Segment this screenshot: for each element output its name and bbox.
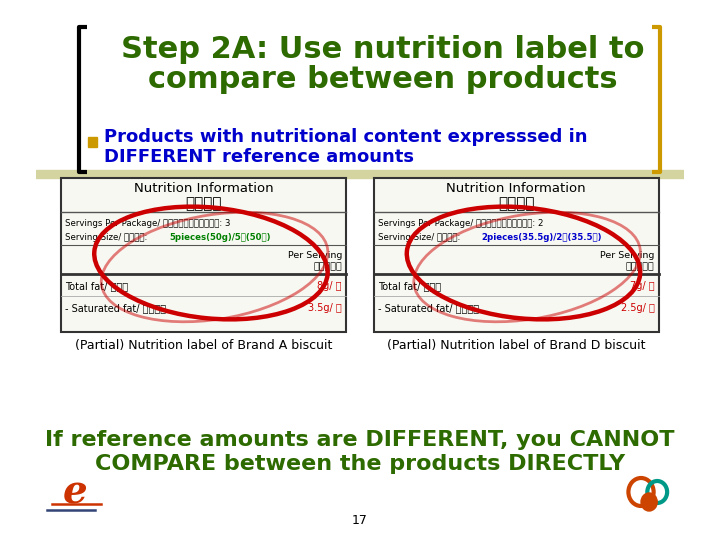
Text: 2pieces(35.5g)/2塊(35.5克): 2pieces(35.5g)/2塊(35.5克)	[482, 233, 602, 241]
Text: e: e	[63, 473, 88, 511]
Text: Step 2A: Use nutrition label to: Step 2A: Use nutrition label to	[121, 36, 644, 64]
Text: Serving Size/ 食用分量:: Serving Size/ 食用分量:	[378, 233, 463, 241]
Text: 8g/ 克: 8g/ 克	[318, 281, 342, 291]
Text: 每食用分量: 每食用分量	[626, 262, 654, 272]
Text: (Partial) Nutrition label of Brand D biscuit: (Partial) Nutrition label of Brand D bis…	[387, 339, 646, 352]
Text: 5pieces(50g)/5塊(50克): 5pieces(50g)/5塊(50克)	[169, 233, 271, 241]
Text: If reference amounts are DIFFERENT, you CANNOT: If reference amounts are DIFFERENT, you …	[45, 430, 675, 450]
Text: 2.5g/ 克: 2.5g/ 克	[621, 303, 654, 313]
Text: 營養資料: 營養資料	[186, 197, 222, 212]
Text: Per Serving: Per Serving	[287, 252, 342, 260]
Text: DIFFERENT reference amounts: DIFFERENT reference amounts	[104, 148, 414, 166]
Text: 3.5g/ 克: 3.5g/ 克	[308, 303, 342, 313]
Text: Per Serving: Per Serving	[600, 252, 654, 260]
Text: Nutrition Information: Nutrition Information	[446, 183, 586, 195]
Text: 7g/ 克: 7g/ 克	[630, 281, 654, 291]
Bar	[61, 178, 346, 332]
Text: Servings Per Package/ 每包裝所含食用分量數目: 3: Servings Per Package/ 每包裝所含食用分量數目: 3	[66, 219, 231, 228]
Bar	[88, 137, 97, 147]
Text: - Saturated fat/ 饒和脂肪: - Saturated fat/ 饒和脂肪	[66, 303, 166, 313]
Text: Total fat/ 總脂肪: Total fat/ 總脂肪	[66, 281, 129, 291]
Bar	[36, 170, 684, 178]
Text: (Partial) Nutrition label of Brand A biscuit: (Partial) Nutrition label of Brand A bis…	[75, 339, 333, 352]
Text: Serving Size/ 食用分量:: Serving Size/ 食用分量:	[66, 233, 150, 241]
Text: COMPARE between the products DIRECTLY: COMPARE between the products DIRECTLY	[95, 454, 625, 474]
Ellipse shape	[641, 493, 657, 511]
Text: Nutrition Information: Nutrition Information	[134, 183, 274, 195]
Text: Total fat/ 總脂肪: Total fat/ 總脂肪	[378, 281, 441, 291]
Text: 每食用分量: 每食用分量	[313, 262, 342, 272]
Text: - Saturated fat/ 饒和脂肪: - Saturated fat/ 饒和脂肪	[378, 303, 479, 313]
Text: Servings Per Package/ 每包裝所含食用分量數目: 2: Servings Per Package/ 每包裝所含食用分量數目: 2	[378, 219, 544, 228]
Bar	[374, 178, 659, 332]
Text: compare between products: compare between products	[148, 65, 617, 94]
Text: 17: 17	[352, 514, 368, 526]
Text: Products with nutritional content expresssed in: Products with nutritional content expres…	[104, 128, 588, 146]
Text: 營養資料: 營養資料	[498, 197, 534, 212]
